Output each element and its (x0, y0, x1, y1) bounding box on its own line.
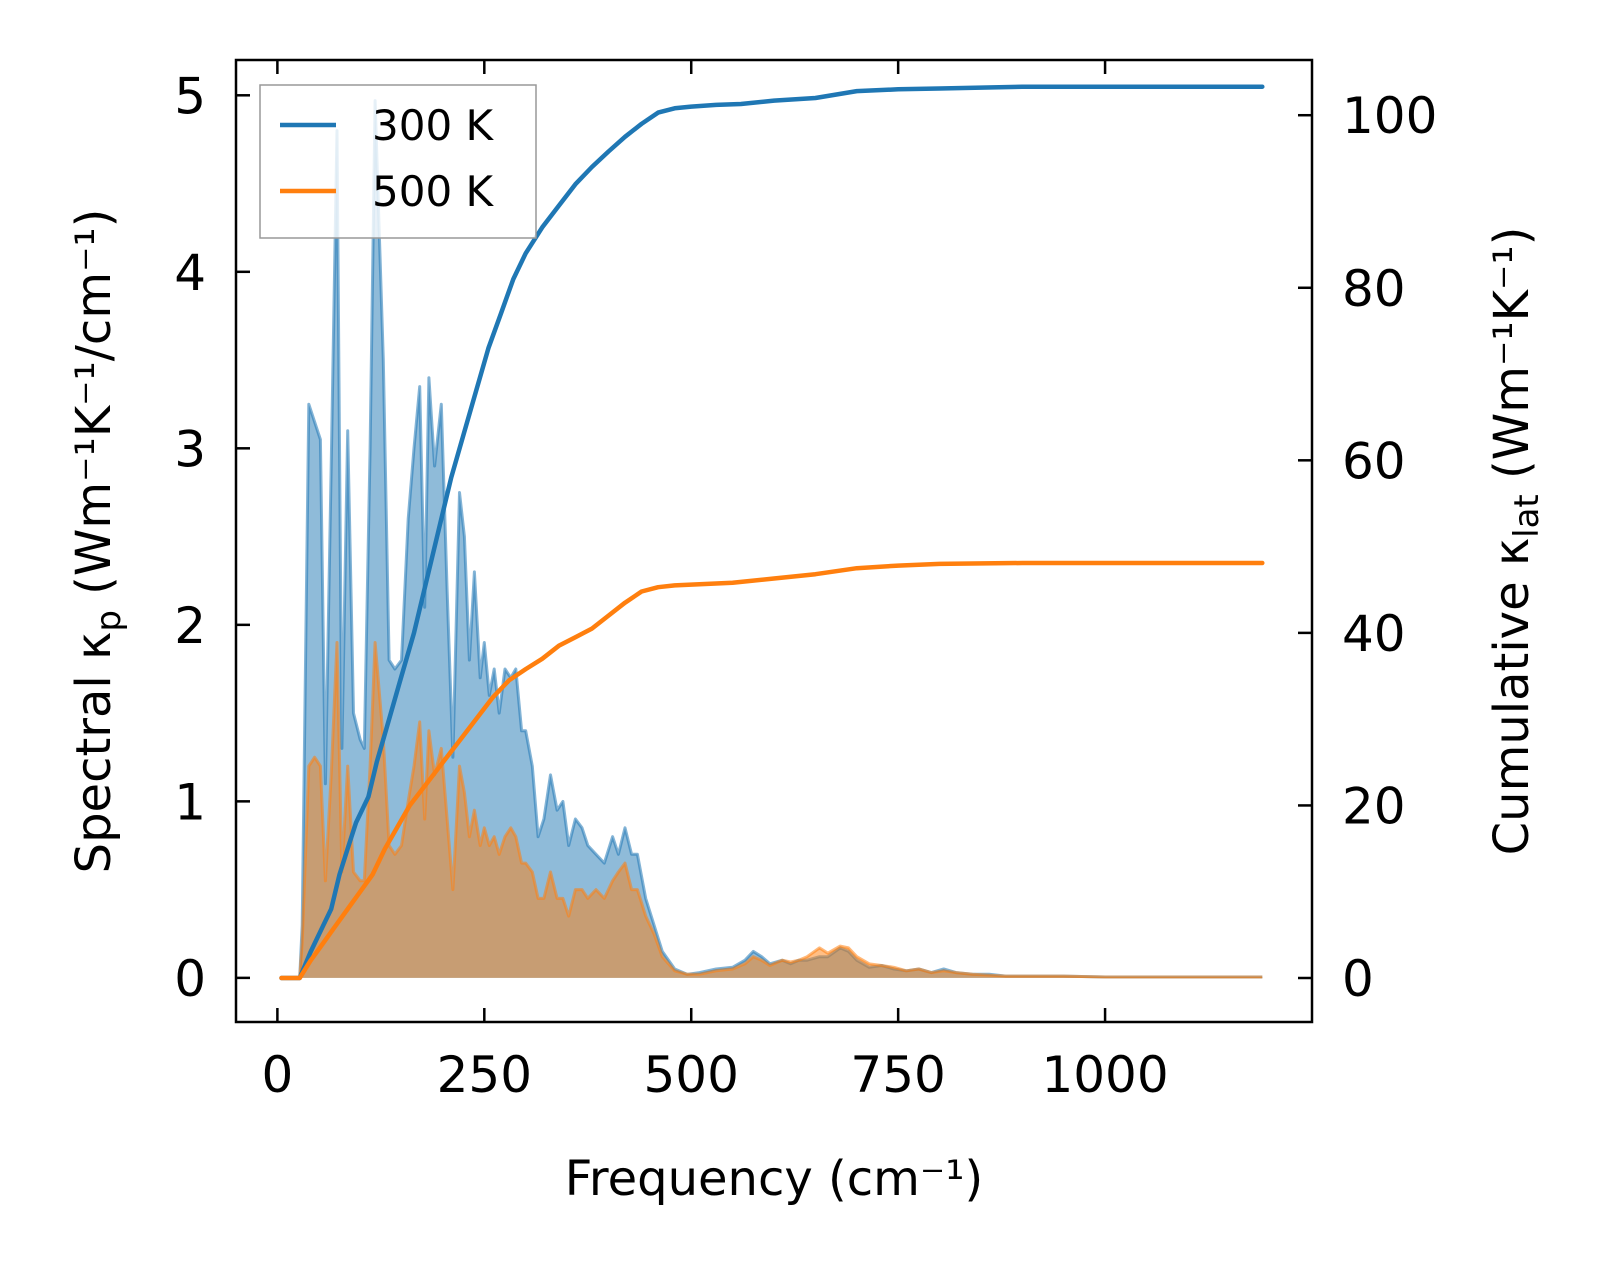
y-axis-label-main: Spectral κ (66, 632, 122, 874)
y2-tick-label-2: 40 (1342, 605, 1406, 663)
y2-tick-label-3: 60 (1342, 432, 1406, 490)
x-tick-label-2: 500 (644, 1046, 739, 1104)
y-axis-label-units: (Wm⁻¹K⁻¹/cm⁻¹) (66, 209, 122, 610)
cumulative-lines (279, 84, 1265, 981)
cumulative-line-300-k (279, 84, 1265, 981)
y-tick-label-5: 5 (174, 67, 206, 125)
axis-ticks: 0 250 500 750 1000 0 1 2 3 4 5 0 20 40 60 80 100 (174, 60, 1437, 1104)
y-axis-label-subscript: p (89, 610, 129, 632)
y-tick-label-3: 3 (174, 420, 206, 478)
y2-tick-label-0: 0 (1342, 950, 1374, 1008)
cumulative-line-500-k (279, 560, 1265, 981)
y-tick-label-2: 2 (174, 597, 206, 655)
y2-axis-label-units: (Wm⁻¹K⁻¹) (1484, 227, 1540, 495)
y-tick-label-1: 1 (174, 773, 206, 831)
y-tick-label-4: 4 (174, 244, 206, 302)
x-tick-label-1: 250 (437, 1046, 532, 1104)
x-tick-label-3: 750 (850, 1046, 945, 1104)
y2-axis-label-subscript: lat (1507, 494, 1547, 538)
legend: 300 K 500 K (259, 84, 537, 239)
x-tick-label-0: 0 (261, 1046, 293, 1104)
legend-label-500-k: 500 K (372, 167, 495, 216)
y2-tick-label-4: 80 (1342, 260, 1406, 318)
spectral-area-300-k (281, 100, 1263, 978)
y2-tick-label-1: 20 (1342, 777, 1406, 835)
y2-axis-label-main: Cumulative κ (1484, 538, 1540, 856)
x-tick-label-4: 1000 (1041, 1046, 1168, 1104)
legend-label-300-k: 300 K (372, 101, 495, 150)
y2-tick-label-5: 100 (1342, 87, 1437, 145)
plot-frame (234, 58, 1314, 1024)
y-tick-label-0: 0 (174, 950, 206, 1008)
y2-axis-label: Cumulative κlat (Wm⁻¹K⁻¹) (1484, 227, 1547, 856)
spectral-area-500-k (281, 642, 1263, 978)
y-axis-label: Spectral κp (Wm⁻¹K⁻¹/cm⁻¹) (66, 209, 129, 874)
legend-box (259, 84, 537, 239)
x-axis-label: Frequency (cm⁻¹) (565, 1151, 983, 1207)
